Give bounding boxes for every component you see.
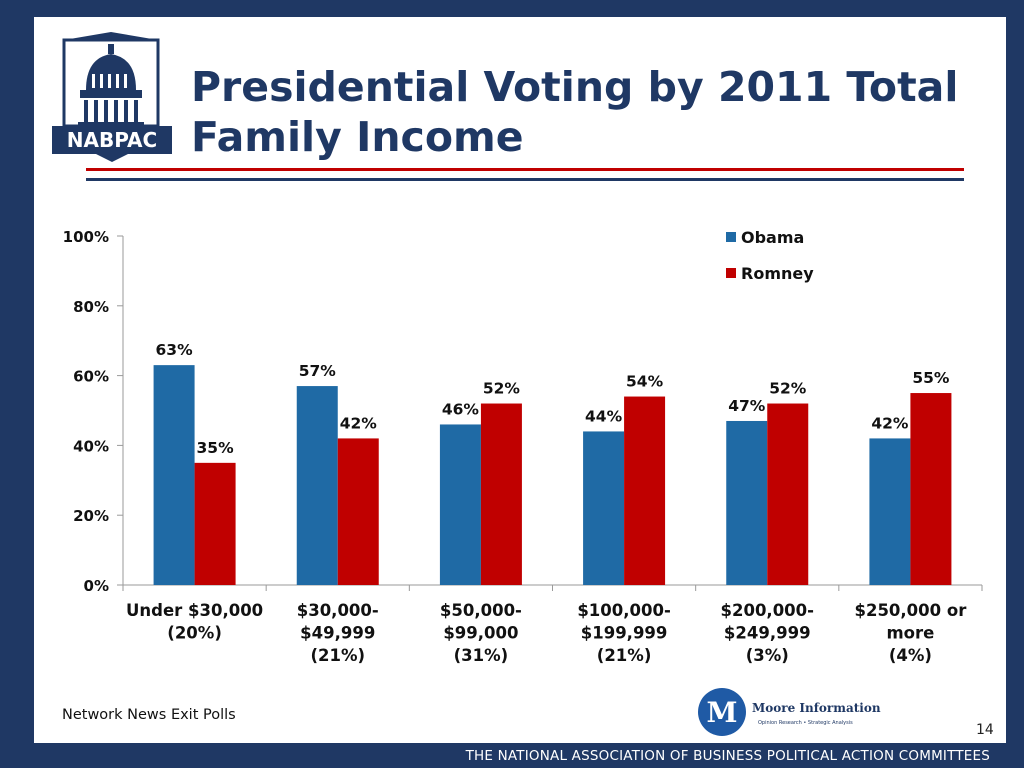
obama-data-label: 47%: [728, 397, 766, 415]
obama-data-label: 63%: [156, 341, 194, 359]
romney-data-label: 55%: [912, 369, 950, 387]
source-note: Network News Exit Polls: [62, 707, 236, 723]
y-tick-label: 80%: [73, 298, 109, 316]
romney-legend-label: Romney: [741, 264, 814, 283]
romney-bar: [337, 438, 379, 585]
romney-bar: [194, 462, 236, 585]
romney-data-label: 52%: [483, 380, 521, 398]
category-label: Under $30,000 (20%): [126, 601, 263, 643]
nabpac-logo-text: NABPAC: [67, 128, 157, 152]
category-label: $200,000-$249,999 (3%): [721, 601, 814, 665]
moore-logo-tagline: Opinion Research • Strategic Analysis: [758, 720, 853, 726]
obama-legend-swatch: [726, 232, 736, 242]
romney-bar: [624, 396, 666, 585]
moore-information-logo: M Moore Information Opinion Research • S…: [698, 688, 881, 736]
obama-data-label: 44%: [585, 407, 623, 425]
category-label: $30,000-$49,999 (21%): [297, 601, 379, 665]
slide-canvas: [34, 17, 1006, 743]
romney-data-label: 54%: [626, 373, 664, 391]
moore-logo-name: Moore Information: [752, 701, 881, 715]
romney-data-label: 42%: [340, 414, 378, 432]
romney-bar: [910, 393, 952, 585]
category-label: $50,000-$99,000 (31%): [440, 601, 522, 665]
nabpac-logo: NABPAC: [52, 32, 172, 162]
y-tick-label: 0%: [84, 577, 109, 595]
page-title: Presidential Voting by 2011 Total Family…: [191, 63, 959, 161]
y-tick-label: 20%: [73, 507, 109, 525]
y-tick-label: 40%: [73, 437, 109, 455]
obama-data-label: 46%: [442, 400, 480, 418]
obama-bar: [869, 438, 911, 585]
obama-data-label: 42%: [871, 414, 909, 432]
romney-data-label: 52%: [769, 380, 807, 398]
category-label: $100,000-$199,999 (21%): [577, 601, 670, 665]
obama-legend-label: Obama: [741, 228, 804, 247]
svg-text:M: M: [707, 696, 738, 729]
y-tick-label: 60%: [73, 368, 109, 386]
obama-bar: [726, 420, 768, 585]
category-label: $250,000 or more (4%): [854, 601, 967, 665]
footer-text: THE NATIONAL ASSOCIATION OF BUSINESS POL…: [465, 748, 990, 764]
title-rule-red: [86, 168, 964, 171]
page-number: 14: [976, 722, 994, 738]
obama-bar: [296, 386, 338, 585]
romney-bar: [767, 403, 809, 585]
romney-legend-swatch: [726, 268, 736, 278]
obama-bar: [439, 424, 481, 585]
footer-bar: [0, 743, 1024, 768]
obama-bar: [153, 365, 195, 585]
romney-bar: [480, 403, 522, 585]
y-tick-label: 100%: [63, 228, 109, 246]
title-rule-blue: [86, 178, 964, 181]
obama-bar: [583, 431, 625, 585]
income-vote-bar-chart: 0% 20% 40% 60% 80% 100% Under $30,000 (20%) $30,…: [63, 228, 983, 665]
romney-data-label: 35%: [197, 439, 235, 457]
obama-data-label: 57%: [299, 362, 337, 380]
